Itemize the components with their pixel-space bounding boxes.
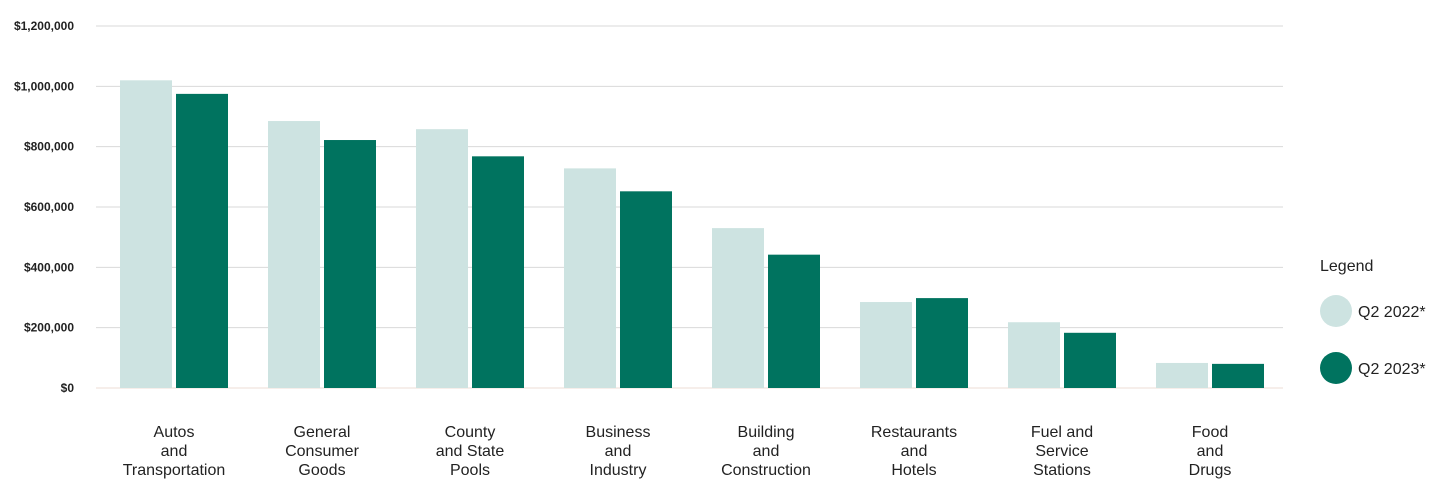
bar-q2-2022 — [1156, 362, 1208, 388]
bar-q2-2022 — [1008, 322, 1060, 388]
y-tick-label: $600,000 — [24, 200, 74, 214]
bar-q2-2023 — [1212, 363, 1264, 388]
bar-q2-2023 — [768, 254, 820, 388]
legend: Legend Q2 2022* Q2 2023* — [1320, 258, 1426, 384]
x-tick-label: General Consumer Goods — [285, 424, 359, 479]
y-tick-label: $800,000 — [24, 140, 74, 154]
bar-q2-2022 — [268, 121, 320, 389]
y-tick-label: $1,200,000 — [14, 19, 74, 33]
x-tick-label: Business and Industry — [586, 424, 651, 479]
bar-marks — [120, 80, 1264, 389]
y-tick-label: $200,000 — [24, 321, 74, 335]
y-tick-label: $1,000,000 — [14, 79, 74, 93]
bar-q2-2022 — [120, 80, 172, 389]
legend-swatch — [1320, 352, 1352, 384]
bar-q2-2023 — [324, 140, 376, 388]
bar-q2-2022 — [712, 228, 764, 388]
x-tick-label: Food and Drugs — [1189, 424, 1232, 479]
x-tick-label: County and State Pools — [436, 424, 505, 479]
x-tick-label: Autos and Transportation — [123, 424, 226, 479]
legend-label: Q2 2022* — [1358, 304, 1426, 321]
legend-swatch — [1320, 295, 1352, 327]
bar-q2-2023 — [472, 156, 524, 388]
bar-q2-2022 — [564, 168, 616, 388]
bar-q2-2022 — [416, 129, 468, 389]
legend-label: Q2 2023* — [1358, 361, 1426, 378]
y-tick-label: $400,000 — [24, 260, 74, 274]
legend-title: Legend — [1320, 258, 1373, 275]
x-axis-tick-labels: Autos and Transportation General Consumer Goo… — [123, 424, 1232, 479]
x-tick-label: Restaurants and Hotels — [871, 424, 957, 479]
y-axis-tick-labels: $0 $200,000 $400,000 $600,000 $800,000 $1,000… — [14, 19, 74, 395]
bar-q2-2023 — [176, 93, 228, 388]
x-tick-label: Fuel and Service Stations — [1031, 424, 1093, 479]
x-tick-label: Building and Construction — [721, 424, 811, 479]
bar-q2-2023 — [1064, 332, 1116, 388]
bar-q2-2023 — [620, 191, 672, 388]
bar-q2-2022 — [860, 302, 912, 388]
bar-q2-2023 — [916, 298, 968, 388]
y-tick-label: $0 — [61, 381, 75, 395]
